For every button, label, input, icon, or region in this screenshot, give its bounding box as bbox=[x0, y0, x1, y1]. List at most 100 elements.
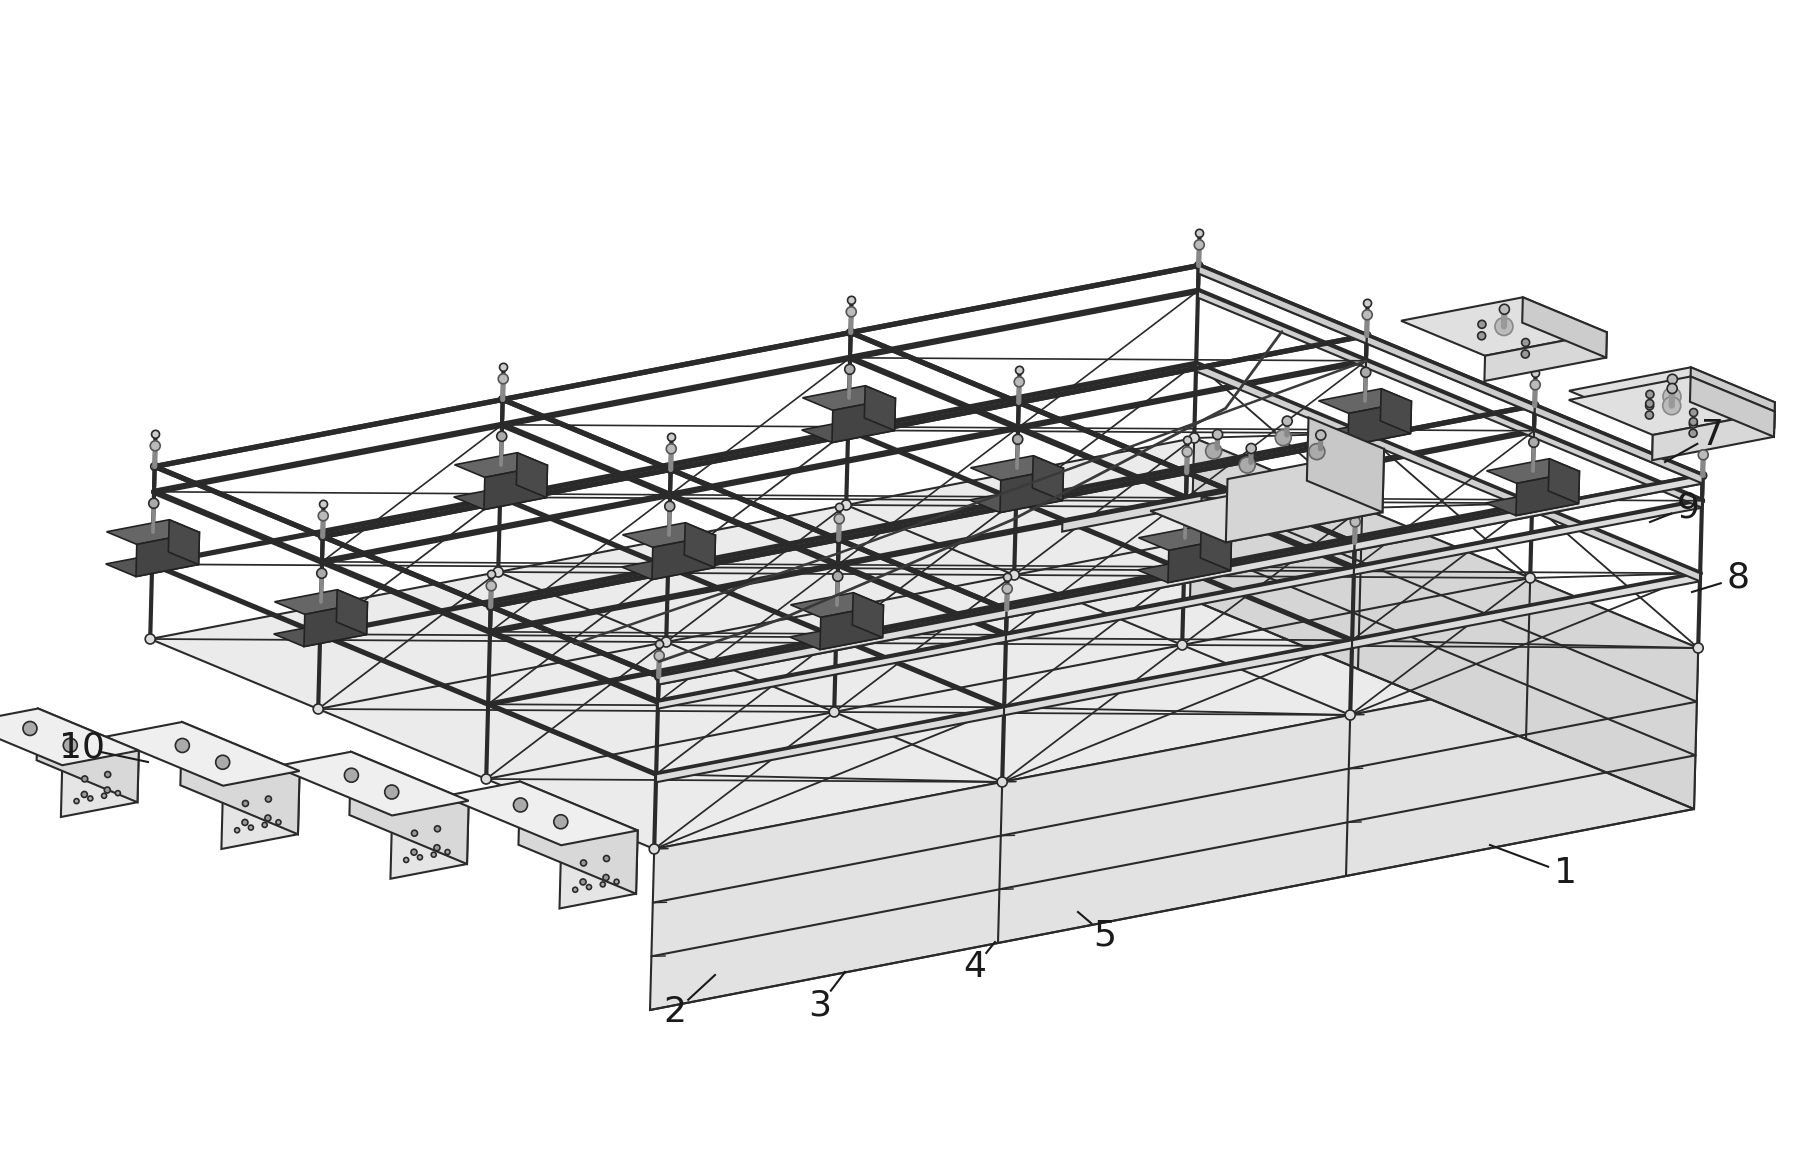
Circle shape bbox=[152, 430, 160, 438]
Polygon shape bbox=[62, 750, 140, 817]
Circle shape bbox=[1690, 430, 1697, 438]
Circle shape bbox=[615, 879, 618, 885]
Circle shape bbox=[586, 885, 591, 889]
Polygon shape bbox=[1652, 411, 1775, 461]
Polygon shape bbox=[622, 555, 714, 579]
Circle shape bbox=[433, 845, 441, 850]
Circle shape bbox=[486, 580, 497, 591]
Circle shape bbox=[1282, 416, 1293, 426]
Polygon shape bbox=[656, 708, 1004, 782]
Circle shape bbox=[1195, 240, 1204, 249]
Circle shape bbox=[1195, 230, 1204, 238]
Circle shape bbox=[1189, 433, 1198, 444]
Circle shape bbox=[1195, 262, 1202, 270]
Circle shape bbox=[1358, 503, 1367, 512]
Circle shape bbox=[1646, 400, 1653, 408]
Polygon shape bbox=[1367, 336, 1534, 414]
Text: 8: 8 bbox=[1726, 561, 1750, 595]
Text: 3: 3 bbox=[809, 988, 832, 1021]
Circle shape bbox=[1521, 350, 1530, 358]
Circle shape bbox=[1345, 710, 1354, 720]
Polygon shape bbox=[1534, 406, 1702, 484]
Polygon shape bbox=[1139, 558, 1231, 583]
Polygon shape bbox=[852, 593, 883, 638]
Circle shape bbox=[665, 501, 674, 511]
Circle shape bbox=[841, 500, 850, 510]
Circle shape bbox=[265, 796, 272, 802]
Circle shape bbox=[241, 819, 248, 825]
Circle shape bbox=[488, 570, 495, 578]
Polygon shape bbox=[390, 801, 468, 879]
Circle shape bbox=[1316, 430, 1325, 440]
Circle shape bbox=[847, 296, 856, 304]
Circle shape bbox=[500, 363, 508, 371]
Circle shape bbox=[1010, 570, 1019, 580]
Circle shape bbox=[1240, 457, 1255, 473]
Circle shape bbox=[150, 463, 160, 470]
Circle shape bbox=[1690, 418, 1697, 426]
Circle shape bbox=[1528, 438, 1539, 447]
Polygon shape bbox=[1487, 458, 1579, 484]
Polygon shape bbox=[517, 453, 548, 498]
Circle shape bbox=[248, 825, 254, 830]
Circle shape bbox=[82, 776, 87, 782]
Polygon shape bbox=[1367, 336, 1534, 414]
Polygon shape bbox=[455, 453, 548, 477]
Circle shape bbox=[234, 827, 239, 833]
Circle shape bbox=[412, 831, 417, 836]
Circle shape bbox=[102, 793, 107, 799]
Circle shape bbox=[1182, 469, 1191, 477]
Polygon shape bbox=[1001, 469, 1064, 512]
Circle shape bbox=[1668, 384, 1677, 393]
Circle shape bbox=[1646, 402, 1653, 410]
Circle shape bbox=[1699, 449, 1708, 460]
Polygon shape bbox=[622, 523, 716, 547]
Circle shape bbox=[1530, 380, 1541, 390]
Circle shape bbox=[1013, 377, 1024, 387]
Polygon shape bbox=[1354, 476, 1702, 550]
Polygon shape bbox=[105, 722, 299, 786]
Polygon shape bbox=[1690, 377, 1775, 437]
Text: 5: 5 bbox=[1093, 918, 1117, 953]
Circle shape bbox=[847, 329, 854, 337]
Polygon shape bbox=[1532, 503, 1701, 581]
Polygon shape bbox=[1062, 495, 1202, 532]
Polygon shape bbox=[1006, 568, 1354, 641]
Circle shape bbox=[243, 801, 248, 807]
Circle shape bbox=[105, 771, 111, 778]
Circle shape bbox=[319, 532, 326, 540]
Circle shape bbox=[580, 879, 586, 885]
Circle shape bbox=[553, 815, 567, 828]
Polygon shape bbox=[0, 709, 140, 765]
Circle shape bbox=[513, 797, 528, 812]
Circle shape bbox=[417, 855, 422, 859]
Circle shape bbox=[499, 395, 506, 403]
Polygon shape bbox=[350, 751, 468, 864]
Circle shape bbox=[176, 739, 189, 753]
Circle shape bbox=[604, 856, 609, 862]
Polygon shape bbox=[658, 609, 1006, 685]
Polygon shape bbox=[1365, 361, 1534, 438]
Polygon shape bbox=[658, 634, 1006, 709]
Circle shape bbox=[649, 845, 660, 854]
Circle shape bbox=[654, 650, 664, 661]
Polygon shape bbox=[970, 456, 1064, 480]
Circle shape bbox=[149, 499, 160, 508]
Polygon shape bbox=[651, 648, 1699, 1010]
Polygon shape bbox=[865, 386, 896, 431]
Circle shape bbox=[604, 874, 609, 880]
Polygon shape bbox=[790, 625, 883, 649]
Polygon shape bbox=[1354, 476, 1702, 550]
Circle shape bbox=[1478, 332, 1485, 340]
Polygon shape bbox=[560, 831, 638, 909]
Text: 9: 9 bbox=[1677, 489, 1699, 524]
Circle shape bbox=[654, 672, 664, 680]
Polygon shape bbox=[136, 532, 199, 577]
Polygon shape bbox=[1197, 363, 1363, 441]
Circle shape bbox=[1521, 339, 1530, 347]
Polygon shape bbox=[1347, 401, 1412, 446]
Circle shape bbox=[573, 887, 578, 893]
Circle shape bbox=[834, 535, 843, 543]
Circle shape bbox=[1362, 368, 1371, 377]
Text: 4: 4 bbox=[963, 950, 986, 984]
